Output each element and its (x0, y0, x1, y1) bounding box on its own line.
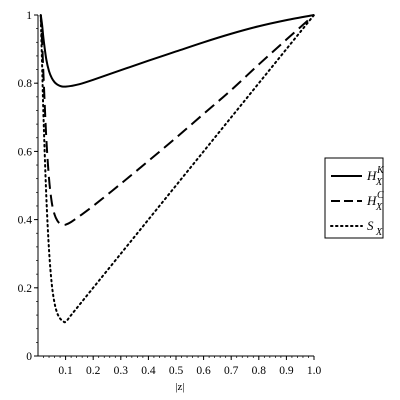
x-ticks: 0.1 0.2 0.3 0.4 0.5 0.6 0.7 0.8 0.9 1.0 (43, 356, 322, 377)
legend-subscript-1: X (375, 177, 383, 188)
legend-superscript-1: K (376, 165, 385, 176)
y-tick-label: 0.2 (18, 283, 33, 295)
legend-superscript-2: C (377, 190, 384, 201)
legend-box (324, 157, 384, 239)
series-line-2 (39, 14, 315, 226)
legend-label-2: H (366, 193, 377, 208)
x-tick-label: 1.0 (307, 365, 322, 377)
y-tick-label: 0 (26, 351, 32, 363)
x-tick-label: 0.5 (169, 365, 184, 377)
legend-items: H KXH CXS X (330, 165, 385, 238)
legend-subscript-3: X (375, 227, 383, 238)
legend: H KXH CXS X (324, 157, 385, 239)
legend-label-3: S (367, 218, 374, 233)
series-line-3 (39, 14, 315, 324)
x-tick-label: 0.2 (86, 365, 101, 377)
x-tick-label: 0.8 (252, 365, 267, 377)
x-axis-label: |z| (175, 381, 184, 393)
x-tick-label: 0.7 (224, 365, 239, 377)
x-tick-label: 0.6 (196, 365, 211, 377)
x-tick-label: 0.3 (114, 365, 129, 377)
series-layer (39, 14, 315, 324)
y-tick-label: 1 (26, 10, 32, 22)
legend-subscript-2: X (375, 202, 383, 213)
series-line-1 (39, 14, 315, 88)
x-tick-label: 0.1 (58, 365, 73, 377)
x-tick-label: 0.9 (279, 365, 294, 377)
legend-label-1: H (366, 168, 377, 183)
y-tick-label: 0.8 (18, 78, 33, 90)
y-ticks: 0 0.2 0.4 0.6 0.8 1 (18, 10, 38, 363)
x-tick-label: 0.4 (141, 365, 156, 377)
y-tick-label: 0.4 (18, 215, 33, 227)
y-tick-label: 0.6 (18, 146, 33, 158)
